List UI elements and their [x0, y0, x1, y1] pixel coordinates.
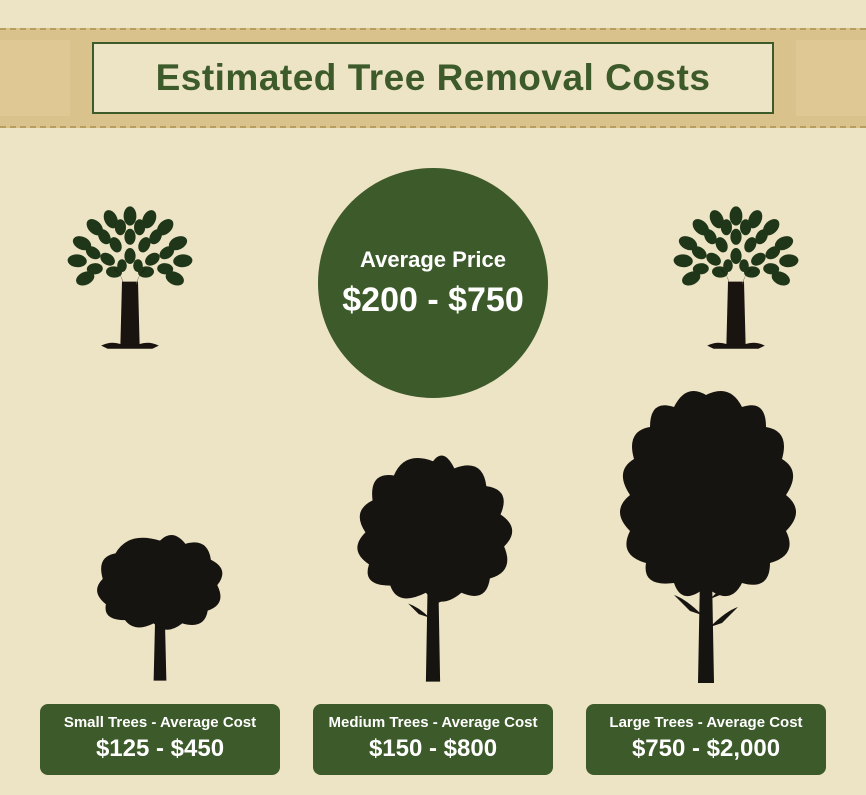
tree-silhouette-small-icon [80, 512, 240, 687]
tree-leafy-icon [50, 192, 210, 352]
tree-silhouette-large-icon [606, 387, 806, 687]
average-price-circle: Average Price $200 - $750 [318, 168, 548, 398]
average-price-label: Average Price [360, 247, 506, 273]
banner-side-right [796, 40, 866, 116]
tree-leafy-icon [656, 192, 816, 352]
cost-label: Medium Trees - Average Cost [319, 714, 547, 731]
cost-pill-medium: Medium Trees - Average Cost $150 - $800 [313, 704, 553, 775]
category-medium: Medium Trees - Average Cost $150 - $800 [303, 447, 563, 775]
cost-pill-large: Large Trees - Average Cost $750 - $2,000 [586, 704, 826, 775]
category-large: Large Trees - Average Cost $750 - $2,000 [576, 387, 836, 775]
cost-value: $125 - $450 [46, 735, 274, 763]
title-box: Estimated Tree Removal Costs [92, 42, 774, 114]
cost-label: Large Trees - Average Cost [592, 714, 820, 731]
cost-value: $150 - $800 [319, 735, 547, 763]
tree-silhouette-medium-icon [343, 447, 523, 687]
cost-value: $750 - $2,000 [592, 735, 820, 763]
banner-side-left [0, 40, 70, 116]
cost-pill-small: Small Trees - Average Cost $125 - $450 [40, 704, 280, 775]
page-title: Estimated Tree Removal Costs [156, 57, 711, 99]
average-price-value: $200 - $750 [342, 281, 524, 320]
cost-label: Small Trees - Average Cost [46, 714, 274, 731]
category-small: Small Trees - Average Cost $125 - $450 [30, 512, 290, 775]
